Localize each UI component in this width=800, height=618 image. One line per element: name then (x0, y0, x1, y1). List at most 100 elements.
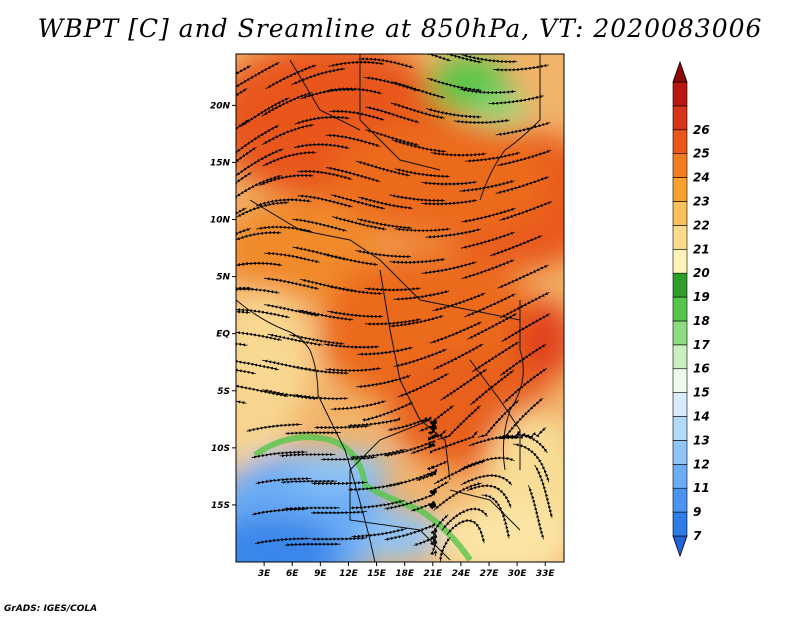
lon-label: 3E (258, 569, 271, 579)
streamline (355, 250, 411, 259)
streamline (251, 450, 308, 459)
colorbar-label: 9 (693, 505, 701, 519)
colorbar-label: 14 (693, 410, 710, 424)
colorbar-swatch (672, 129, 688, 154)
streamline (311, 536, 368, 541)
streamline (358, 57, 414, 69)
streamline (413, 534, 438, 557)
streamline (327, 310, 384, 319)
streamline (488, 94, 544, 105)
streamline (285, 431, 342, 436)
streamline (441, 507, 488, 531)
streamline (497, 149, 552, 166)
lon-label: 21E (423, 569, 443, 579)
colorbar-label: 18 (693, 314, 710, 328)
lon-label: 6E (286, 569, 299, 579)
streamline (284, 542, 341, 547)
streamline (495, 121, 551, 136)
streamline (391, 139, 447, 154)
colorbar-label: 23 (693, 194, 710, 208)
streamline (502, 367, 547, 404)
streamlines (236, 54, 554, 562)
colorbar-label: 17 (693, 338, 710, 352)
streamline (384, 522, 436, 541)
lon-label: 30E (508, 569, 528, 579)
colorbar-swatch (672, 296, 688, 322)
colorbar-swatch (672, 464, 688, 489)
streamline (356, 218, 413, 230)
streamline (501, 313, 551, 342)
streamline (236, 119, 250, 152)
lon-label: 33E (536, 569, 556, 579)
lat-label: 10S (211, 444, 230, 454)
colorbar-min-arrow (672, 535, 688, 558)
streamline (489, 235, 543, 257)
streamline (297, 309, 354, 322)
colorbar-swatch (672, 105, 688, 131)
streamline (459, 88, 516, 95)
streamline (327, 285, 383, 296)
streamline (499, 200, 553, 221)
streamline (236, 340, 248, 347)
colorbar-label: 20 (693, 266, 710, 280)
streamline (394, 168, 450, 179)
lon-label: 9E (314, 569, 327, 579)
colorbar-swatch (672, 344, 688, 370)
streamline (410, 500, 437, 512)
colorbar-swatch (672, 272, 688, 298)
streamline (425, 228, 481, 239)
streamline (364, 286, 421, 292)
colorbar-label: 24 (693, 171, 710, 185)
streamline (426, 108, 482, 119)
colorbar-label: 21 (693, 242, 710, 256)
lat-label: 5S (217, 387, 230, 397)
streamline (292, 393, 349, 401)
lat-label: 5N (216, 273, 230, 283)
colorbar: 7 9 11 12 13 14 15 16 17 18 19 20 21 22 23 24 25 26 (672, 60, 710, 558)
streamline (391, 81, 446, 99)
streamline (460, 473, 513, 486)
streamline (246, 422, 303, 433)
streamline (322, 253, 378, 267)
streamline (388, 314, 444, 328)
streamline (495, 176, 550, 194)
colorbar-label: 11 (693, 481, 710, 495)
longitude-labels: 3E 6E 9E 12E 15E 18E 21E 24E 27E 30E 33E (258, 562, 556, 579)
streamline (365, 106, 420, 124)
colorbar-swatch (672, 225, 688, 250)
streamline (438, 537, 451, 562)
lat-label: 10N (210, 216, 231, 226)
streamline (460, 456, 515, 470)
streamline (262, 150, 317, 167)
streamline (446, 518, 486, 544)
streamline (291, 67, 345, 86)
colorbar-swatch (672, 320, 688, 346)
lon-label: 24E (452, 569, 472, 579)
colorbar-swatch (672, 487, 688, 513)
colorbar-swatch (672, 392, 688, 417)
colorbar-swatch (672, 81, 688, 107)
grads-credit: GrADS: IGES/COLA (4, 604, 98, 614)
lon-label: 15E (367, 569, 387, 579)
streamline (357, 196, 413, 210)
colorbar-label: 19 (693, 290, 710, 304)
streamline (384, 492, 435, 511)
colorbar-swatch (672, 177, 688, 202)
streamline (410, 442, 436, 455)
streamline (283, 506, 340, 511)
streamline (236, 287, 280, 295)
streamline (387, 416, 432, 432)
map-title: WBPT [C] and Sreamline at 850hPa, VT: 20… (37, 14, 763, 43)
lat-label: 15S (211, 501, 230, 511)
colorbar-label: 13 (693, 433, 710, 447)
streamline (325, 166, 381, 183)
colorbar-max-arrow (672, 60, 688, 83)
streamline (236, 88, 248, 118)
colorbar-swatch (672, 416, 688, 441)
lat-label: 15N (210, 158, 231, 168)
streamline (421, 199, 478, 206)
streamline (528, 485, 545, 540)
latitude-labels: 20N 15N 10N 5N EQ 5S 10S 15S (210, 101, 236, 511)
streamline (236, 394, 247, 405)
streamline (461, 259, 515, 279)
